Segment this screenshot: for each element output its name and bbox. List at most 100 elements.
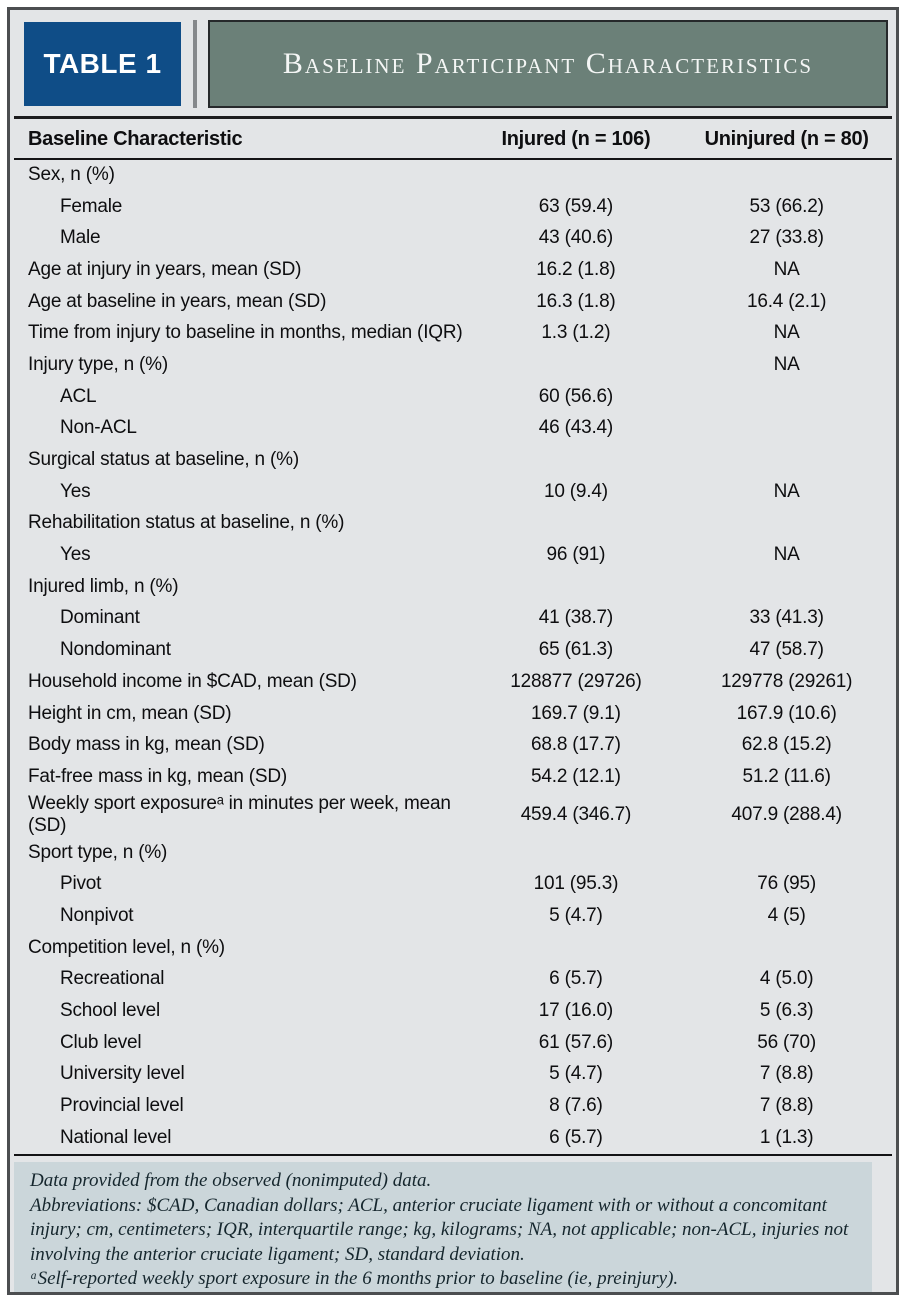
injured-value: 96 (91) (546, 544, 606, 566)
row-label: University level (60, 1063, 185, 1085)
footnote-abbreviations: Abbreviations: $CAD, Canadian dollars; A… (30, 1194, 849, 1265)
table-figure-card: TABLE 1 Baseline Participant Characteris… (7, 7, 899, 1295)
injured-value: 68.8 (17.7) (531, 734, 621, 756)
row-label: Dominant (60, 607, 140, 629)
injured-value: 16.2 (1.8) (536, 258, 616, 280)
table-row: Age at injury in years, mean (SD) 16.2 (1… (14, 254, 892, 286)
table-row: Male 43 (40.6) 27 (33.8) (14, 222, 892, 254)
uninjured-value: 4 (5.0) (759, 968, 814, 990)
row-label: Injury type, n (%) (28, 353, 169, 375)
injured-value (471, 444, 682, 476)
injured-value: 128877 (29726) (510, 670, 642, 692)
uninjured-value: 129778 (29261) (720, 670, 853, 692)
row-label: Sport type, n (%) (28, 841, 168, 863)
table-row: Club level 61 (57.6) 56 (70) (14, 1027, 892, 1059)
table-row: Weekly sport exposureᵃ in minutes per we… (14, 793, 892, 837)
uninjured-value (681, 159, 892, 191)
row-label: Club level (60, 1031, 142, 1053)
footnote-data-source: Data provided from the observed (nonimpu… (30, 1170, 432, 1192)
row-label: Nondominant (60, 639, 171, 661)
table-title: Baseline Participant Characteristics (208, 20, 888, 108)
characteristics-table: Baseline Characteristic Injured (n = 106… (14, 119, 892, 1154)
uninjured-value: NA (773, 353, 800, 375)
uninjured-value: 33 (41.3) (749, 607, 824, 629)
table-row: Height in cm, mean (SD) 169.7 (9.1) 167.9 … (14, 698, 892, 730)
uninjured-value: 51.2 (11.6) (742, 765, 831, 787)
injured-value: 101 (95.3) (533, 873, 619, 895)
injured-value: 46 (43.4) (538, 417, 614, 439)
row-label: National level (60, 1126, 172, 1148)
injured-value: 65 (61.3) (538, 639, 614, 661)
injured-value (471, 837, 682, 869)
injured-value: 60 (56.6) (538, 385, 614, 407)
row-label: Injured limb, n (%) (28, 575, 179, 597)
row-label: Age at baseline in years, mean (SD) (28, 290, 327, 312)
uninjured-value: NA (773, 480, 800, 502)
uninjured-value: 76 (95) (757, 873, 817, 895)
table-body: Sex, n (%) Female 63 (59.4) 53 (66.2) Male 43… (14, 159, 892, 1154)
table-row: Surgical status at baseline, n (%) (14, 444, 892, 476)
row-label: Female (60, 195, 123, 217)
injured-value: 1.3 (1.2) (541, 322, 611, 344)
injured-value: 17 (16.0) (538, 1000, 614, 1022)
row-label: Sex, n (%) (28, 164, 115, 186)
injured-value (471, 571, 682, 603)
row-label: Age at injury in years, mean (SD) (28, 258, 302, 280)
table-row: Yes 96 (91) NA (14, 539, 892, 571)
injured-value: 41 (38.7) (538, 607, 614, 629)
uninjured-value: 56 (70) (757, 1031, 817, 1053)
uninjured-value (681, 508, 892, 540)
uninjured-value: 53 (66.2) (749, 195, 824, 217)
table-row: Age at baseline in years, mean (SD) 16.3 … (14, 286, 892, 318)
table-row: Rehabilitation status at baseline, n (%) (14, 508, 892, 540)
injured-value: 5 (4.7) (549, 904, 603, 926)
injured-value: 61 (57.6) (538, 1031, 614, 1053)
uninjured-value (681, 932, 892, 964)
injured-value: 10 (9.4) (543, 480, 608, 502)
header-divider (193, 20, 197, 108)
injured-value: 169.7 (9.1) (531, 702, 621, 724)
uninjured-value: 7 (8.8) (759, 1063, 814, 1085)
injured-value: 6 (5.7) (549, 1126, 603, 1148)
row-label: Non-ACL (60, 417, 137, 439)
uninjured-value: 16.4 (2.1) (746, 290, 827, 312)
row-label: ACL (60, 385, 97, 407)
injured-value: 459.4 (346.7) (520, 803, 632, 825)
row-label: Household income in $CAD, mean (SD) (28, 670, 357, 692)
row-label: School level (60, 1000, 161, 1022)
row-label: Provincial level (60, 1095, 184, 1117)
table-row: Fat-free mass in kg, mean (SD) 54.2 (12.1… (14, 761, 892, 793)
row-label: Yes (60, 544, 91, 566)
uninjured-value: 27 (33.8) (749, 227, 824, 249)
injured-value (471, 159, 682, 191)
table-row: Sex, n (%) (14, 159, 892, 191)
row-label: Surgical status at baseline, n (%) (28, 449, 299, 471)
row-label: Time from injury to baseline in months, … (28, 322, 463, 344)
footnote-superscript-a: ᵃSelf-reported weekly sport exposure in … (30, 1268, 679, 1290)
table-row: Injured limb, n (%) (14, 571, 892, 603)
bottom-rule (14, 1153, 892, 1157)
table-row: Time from injury to baseline in months, … (14, 317, 892, 349)
table-row: Provincial level 8 (7.6) 7 (8.8) (14, 1090, 892, 1122)
table-row: Nondominant 65 (61.3) 47 (58.7) (14, 634, 892, 666)
table-row: ACL 60 (56.6) (14, 381, 892, 413)
column-header-uninjured: Uninjured (n = 80) (681, 119, 892, 160)
row-label: Nonpivot (60, 904, 134, 926)
column-header-row: Baseline Characteristic Injured (n = 106… (14, 119, 892, 160)
row-label: Pivot (60, 873, 102, 895)
injured-value (471, 349, 682, 381)
row-label: Fat-free mass in kg, mean (SD) (28, 765, 288, 787)
table-row: Recreational 6 (5.7) 4 (5.0) (14, 964, 892, 996)
table-row: Female 63 (59.4) 53 (66.2) (14, 191, 892, 223)
table-row: Dominant 41 (38.7) 33 (41.3) (14, 603, 892, 635)
table-row: National level 6 (5.7) 1 (1.3) (14, 1122, 892, 1154)
injured-value (471, 508, 682, 540)
table-head: Baseline Characteristic Injured (n = 106… (14, 119, 892, 160)
row-label: Yes (60, 480, 91, 502)
row-label: Weekly sport exposureᵃ in minutes per we… (28, 792, 451, 836)
uninjured-value: 5 (6.3) (759, 1000, 814, 1022)
footnotes-panel: Data provided from the observed (nonimpu… (14, 1162, 872, 1292)
table-row: Injury type, n (%) NA (14, 349, 892, 381)
column-header-characteristic: Baseline Characteristic (14, 119, 471, 160)
uninjured-value: 167.9 (10.6) (736, 702, 837, 724)
